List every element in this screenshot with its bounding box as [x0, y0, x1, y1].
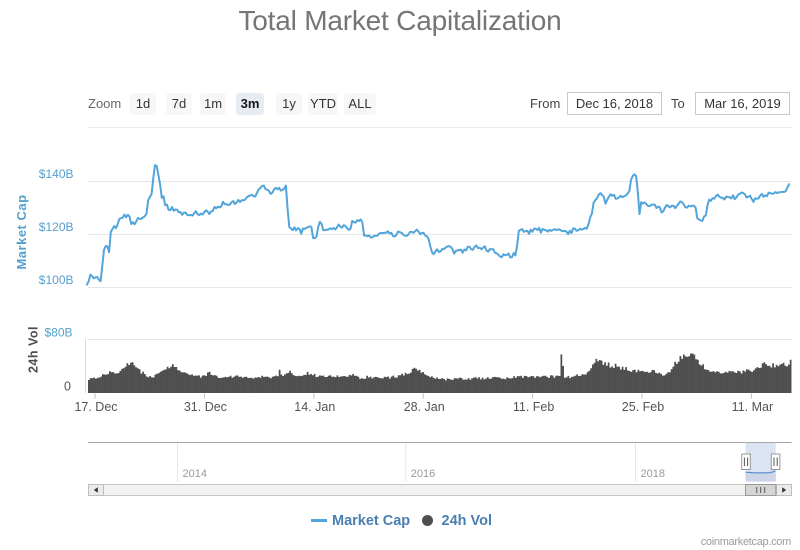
svg-text:$80B: $80B [44, 326, 72, 340]
svg-text:2018: 2018 [641, 468, 665, 480]
svg-text:Market Cap: Market Cap [14, 194, 29, 269]
svg-text:2016: 2016 [411, 468, 435, 480]
svg-text:11. Mar: 11. Mar [732, 400, 773, 414]
svg-text:$140B: $140B [39, 167, 74, 181]
svg-text:25. Feb: 25. Feb [622, 400, 664, 414]
svg-text:11. Feb: 11. Feb [513, 400, 555, 414]
svg-text:$120B: $120B [39, 220, 74, 234]
svg-text:$100B: $100B [39, 273, 74, 287]
svg-text:24h Vol: 24h Vol [27, 326, 41, 373]
svg-text:31. Dec: 31. Dec [184, 400, 227, 414]
svg-text:17. Dec: 17. Dec [74, 400, 117, 414]
svg-text:14. Jan: 14. Jan [294, 400, 335, 414]
svg-text:2014: 2014 [183, 468, 207, 480]
svg-text:0: 0 [64, 380, 71, 394]
svg-text:28. Jan: 28. Jan [404, 400, 445, 414]
